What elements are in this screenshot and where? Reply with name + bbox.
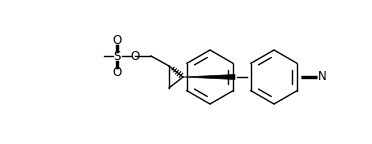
Text: O: O [112, 66, 122, 78]
Text: N: N [318, 71, 327, 84]
Polygon shape [183, 74, 235, 79]
Text: O: O [130, 50, 140, 62]
Text: S: S [113, 50, 121, 62]
Text: O: O [112, 34, 122, 47]
